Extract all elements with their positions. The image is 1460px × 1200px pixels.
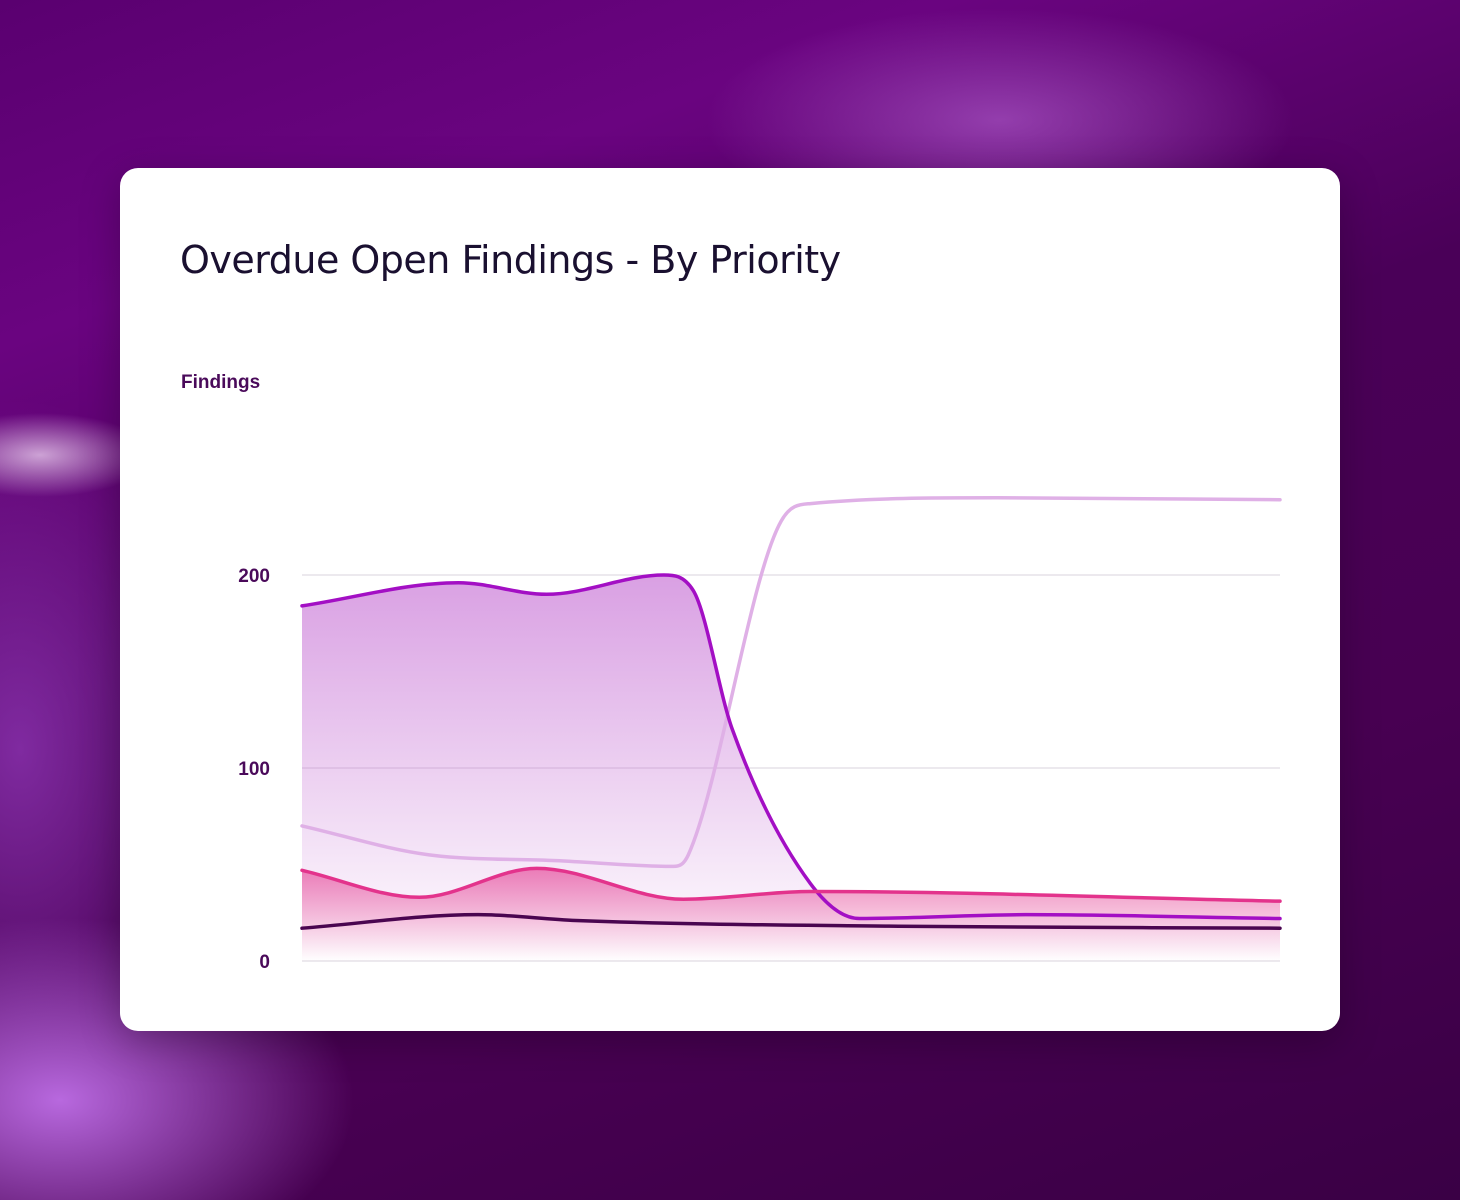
y-tick-label: 100 — [238, 759, 270, 780]
series-purple-line — [300, 573, 1282, 921]
series-purple-area — [302, 575, 1280, 961]
chart-card: Overdue Open Findings - By Priority Find… — [120, 168, 1340, 1031]
series-pink-line — [300, 866, 1282, 903]
series-pink-area — [302, 868, 1280, 961]
y-tick-label: 200 — [238, 566, 270, 587]
series-dark-line — [300, 912, 1282, 930]
chart-title: Overdue Open Findings - By Priority — [180, 238, 841, 282]
y-axis-label: Findings — [181, 372, 261, 393]
y-tick-label: 0 — [259, 952, 270, 973]
chart-plot: 0 100 200 — [238, 496, 1282, 973]
series-lavender-line — [300, 496, 1282, 869]
